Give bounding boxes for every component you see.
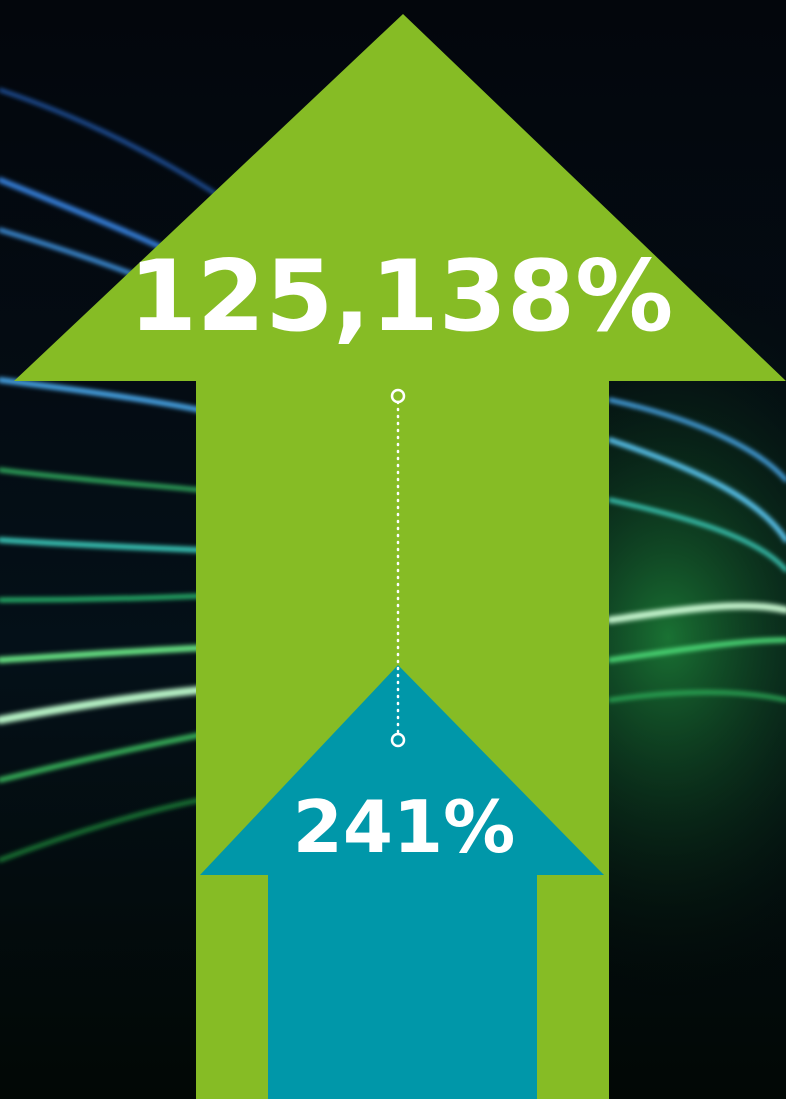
page: {"arrows": [{"label": "125,138%"}, {"lab…: [0, 0, 786, 1099]
small-percentage: 241%: [293, 785, 515, 869]
infographic: 125,138% 241%: [0, 0, 786, 1099]
large-percentage: 125,138%: [129, 240, 674, 354]
